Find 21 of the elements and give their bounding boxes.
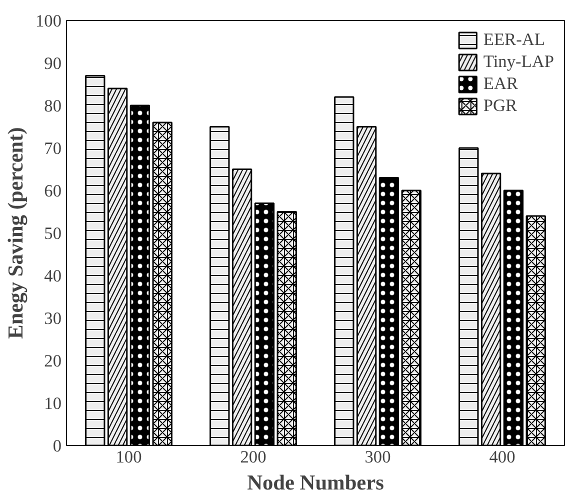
x-tick-label: 400 [489, 448, 516, 466]
y-tick-label: 10 [44, 394, 62, 413]
y-tick-label: 100 [36, 12, 62, 30]
legend-label: EAR [483, 74, 518, 94]
y-axis-title: Enegy Saving (percent) [4, 127, 28, 339]
x-tick-label: 200 [240, 448, 266, 466]
y-tick-label: 0 [52, 436, 62, 456]
legend-label: Tiny-LAP [483, 52, 554, 72]
y-tick-label: 40 [44, 266, 62, 286]
y-tick-label: 60 [44, 182, 62, 200]
y-tick-label: 70 [44, 139, 62, 158]
y-tick-label: 50 [44, 224, 62, 243]
y-tick-label: 30 [44, 309, 62, 328]
x-tick-label: 300 [364, 448, 391, 466]
y-tick-label: 80 [44, 96, 62, 116]
x-axis-title: Node Numbers [247, 470, 384, 494]
x-tick-label: 100 [116, 448, 142, 466]
legend-label: PGR [483, 96, 518, 116]
y-tick-label: 20 [44, 352, 62, 370]
y-tick-label: 90 [44, 54, 62, 73]
legend-label: EER-AL [483, 30, 545, 50]
